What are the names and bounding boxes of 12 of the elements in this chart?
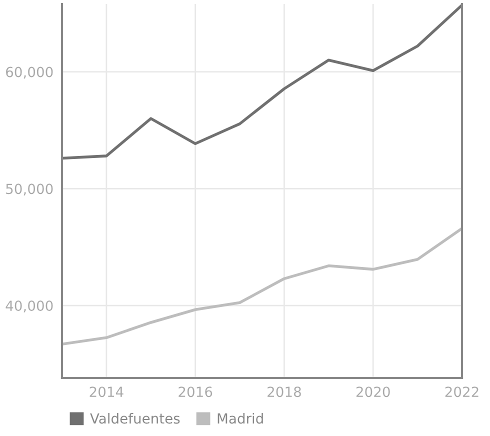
line-series: [62, 227, 462, 346]
y-tick-label: 60,000: [6, 66, 53, 79]
x-tick-label: 2014: [90, 386, 124, 398]
line-series: [62, 4, 462, 160]
legend-label: Madrid: [218, 412, 263, 424]
x-tick-label: 2018: [268, 386, 301, 398]
x-tick-label: 2020: [356, 386, 390, 398]
y-tick-label: 50,000: [6, 184, 53, 196]
legend-label: Valdefuentes: [90, 412, 180, 424]
x-tick-label: 2016: [178, 386, 212, 398]
y-tick-label: 40,000: [6, 300, 53, 312]
x-tick-label: 2022: [445, 386, 478, 398]
